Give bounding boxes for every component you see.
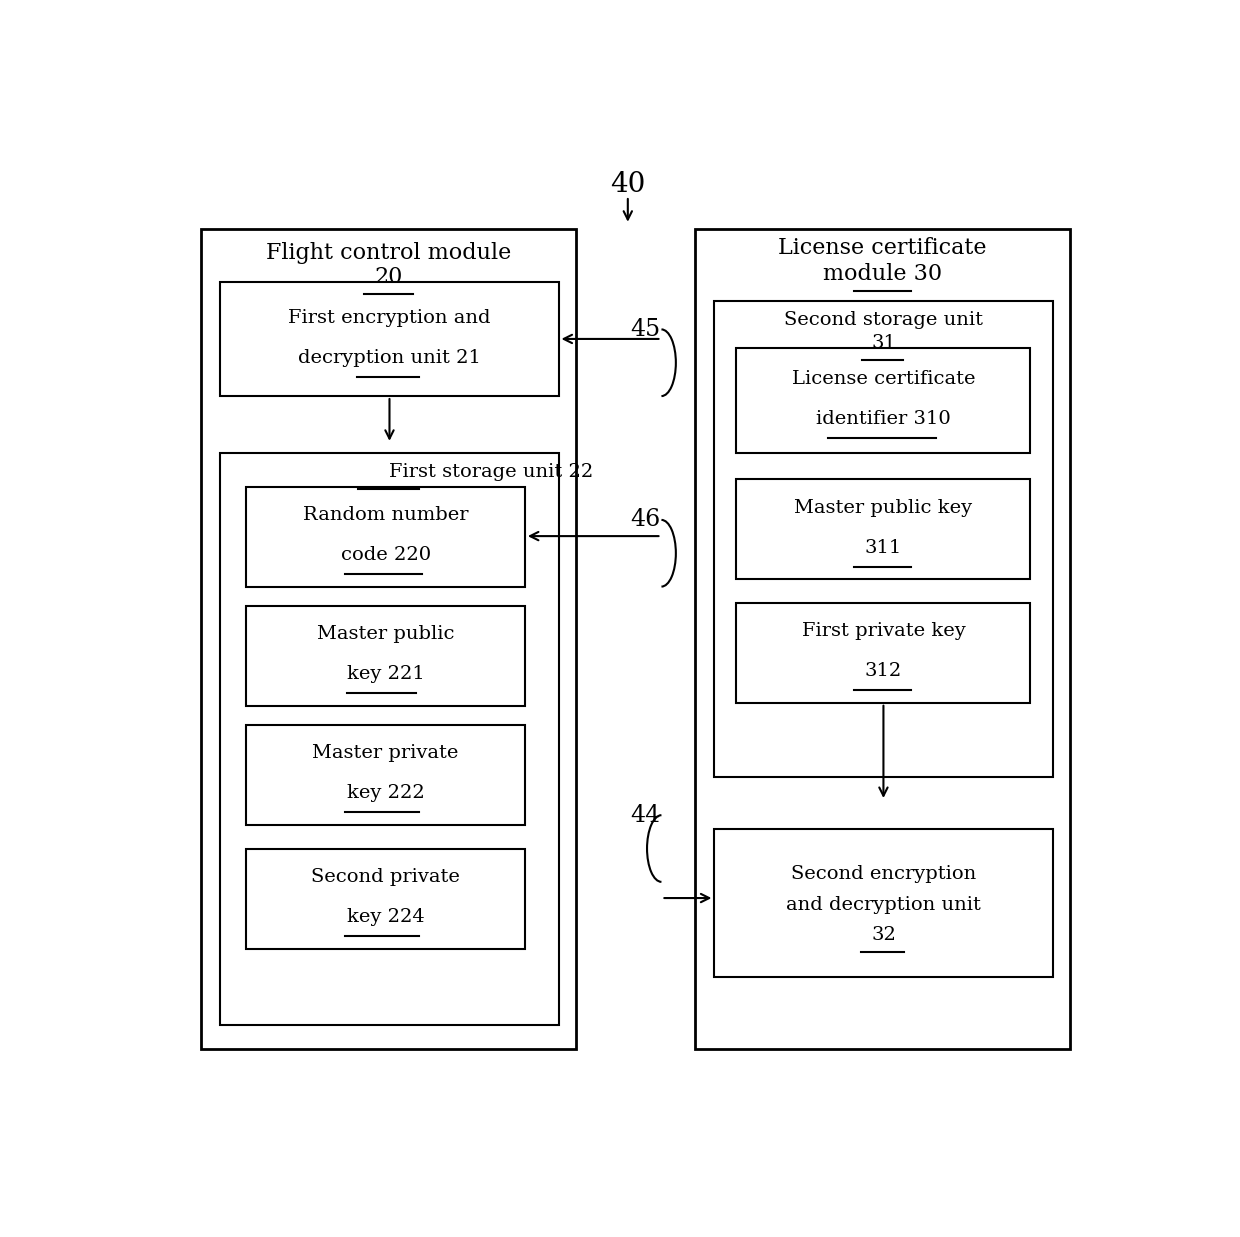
Bar: [247, 849, 525, 949]
Bar: [737, 602, 1029, 703]
Text: Master public: Master public: [317, 625, 454, 643]
Text: 31: 31: [870, 334, 895, 351]
Text: 312: 312: [864, 662, 901, 680]
Text: code 220: code 220: [341, 547, 430, 564]
Bar: [221, 453, 558, 1024]
Text: and decryption unit: and decryption unit: [786, 896, 981, 914]
Text: First encryption and: First encryption and: [288, 309, 491, 327]
Text: Second encryption: Second encryption: [791, 865, 976, 883]
Bar: [247, 606, 525, 705]
Text: 46: 46: [630, 508, 660, 532]
Text: 40: 40: [610, 171, 646, 198]
Bar: [737, 349, 1029, 453]
Bar: [247, 725, 525, 825]
Text: License certificate: License certificate: [791, 370, 975, 388]
Text: First storage unit 22: First storage unit 22: [388, 464, 593, 481]
Text: 44: 44: [630, 804, 660, 826]
Bar: [714, 830, 1053, 977]
Bar: [247, 486, 525, 586]
Text: 20: 20: [374, 266, 403, 288]
Text: Master private: Master private: [312, 745, 459, 762]
Bar: [221, 282, 558, 396]
Bar: [696, 229, 1070, 1049]
Text: Random number: Random number: [303, 506, 469, 524]
Bar: [714, 301, 1053, 777]
Text: 45: 45: [630, 318, 660, 341]
Text: Second private: Second private: [311, 868, 460, 886]
Bar: [201, 229, 575, 1049]
Bar: [737, 479, 1029, 579]
Text: Second storage unit: Second storage unit: [784, 310, 983, 329]
Text: key 222: key 222: [347, 784, 424, 803]
Text: decryption unit 21: decryption unit 21: [298, 349, 481, 367]
Text: License certificate: License certificate: [779, 238, 987, 260]
Text: key 221: key 221: [347, 666, 424, 683]
Text: 311: 311: [864, 538, 901, 557]
Text: key 224: key 224: [347, 908, 424, 927]
Text: Master public key: Master public key: [795, 499, 972, 517]
Text: Flight control module: Flight control module: [265, 242, 511, 265]
Text: identifier 310: identifier 310: [816, 409, 951, 428]
Text: module 30: module 30: [823, 263, 942, 286]
Text: First private key: First private key: [801, 622, 965, 641]
Text: 32: 32: [870, 927, 895, 944]
